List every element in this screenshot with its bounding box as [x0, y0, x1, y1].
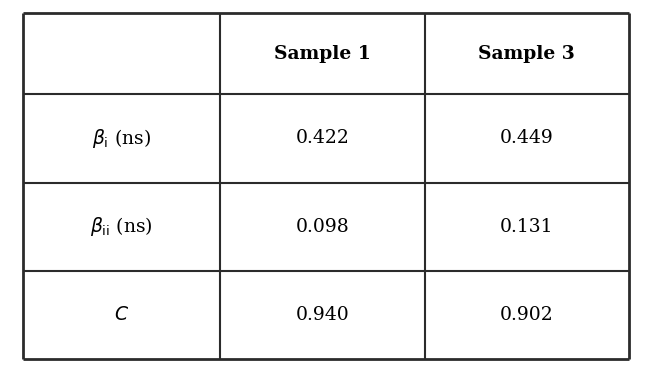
Text: 0.422: 0.422: [295, 129, 349, 147]
Text: 0.902: 0.902: [500, 306, 554, 324]
Text: 0.098: 0.098: [295, 218, 349, 235]
Text: Sample 3: Sample 3: [479, 45, 575, 62]
Text: $C$: $C$: [114, 306, 129, 324]
Text: Sample 1: Sample 1: [274, 45, 370, 62]
Text: $\beta_\mathrm{ii}$ (ns): $\beta_\mathrm{ii}$ (ns): [90, 215, 153, 238]
Text: 0.449: 0.449: [500, 129, 554, 147]
Text: $\beta_\mathrm{i}$ (ns): $\beta_\mathrm{i}$ (ns): [92, 127, 151, 150]
Text: 0.940: 0.940: [295, 306, 349, 324]
Text: 0.131: 0.131: [500, 218, 554, 235]
